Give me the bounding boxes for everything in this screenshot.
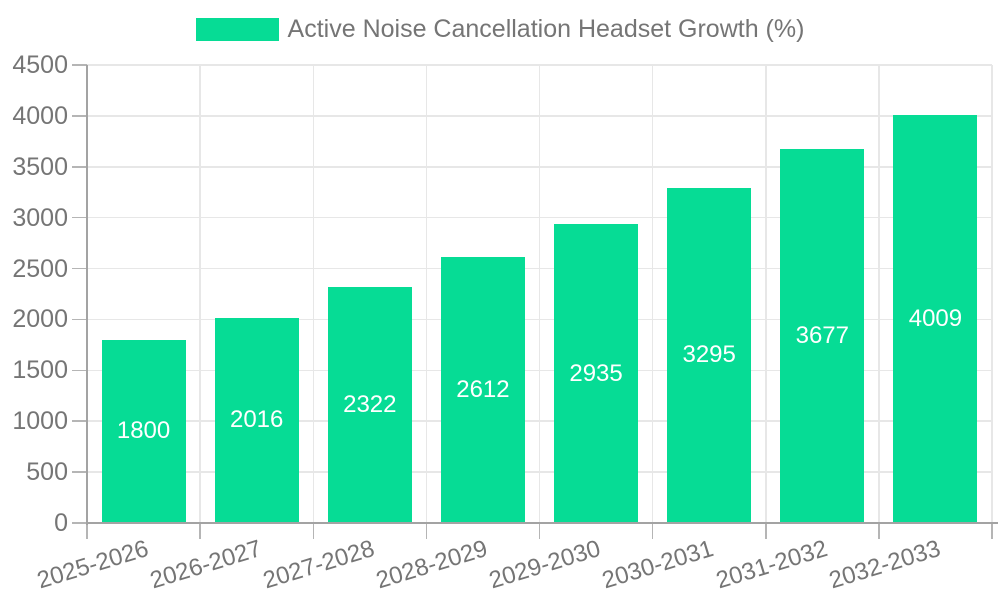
y-axis-tick <box>72 267 87 270</box>
y-tick-label: 1500 <box>12 356 68 385</box>
legend-item[interactable]: Active Noise Cancellation Headset Growth… <box>0 12 1000 46</box>
gridline-vertical <box>651 65 654 523</box>
y-tick-label: 2500 <box>12 254 68 283</box>
y-tick-label: 4000 <box>12 101 68 130</box>
x-axis-tick <box>538 523 541 539</box>
gridline-vertical <box>991 65 993 523</box>
bar[interactable]: 3677 <box>780 148 865 523</box>
bar-value-label: 2612 <box>456 376 510 404</box>
y-axis-tick <box>72 64 87 66</box>
bar[interactable]: 3295 <box>667 187 752 523</box>
x-axis-line <box>86 522 998 524</box>
x-tick-label: 2025-2026 <box>33 535 152 595</box>
x-axis-tick <box>425 523 428 539</box>
bar-value-label: 2935 <box>569 359 623 387</box>
y-tick-label: 4500 <box>12 51 68 79</box>
x-axis-tick <box>651 523 654 539</box>
gridline-vertical <box>199 65 201 523</box>
gridline-vertical <box>878 65 880 523</box>
x-tick-label: 2031-2032 <box>712 535 831 595</box>
legend-label: Active Noise Cancellation Headset Growth… <box>287 14 805 43</box>
bar-value-label: 3295 <box>682 341 736 369</box>
gridline-vertical <box>312 65 314 523</box>
x-tick-label: 2027-2028 <box>260 535 378 595</box>
gridline-vertical <box>538 65 541 523</box>
y-axis-line <box>86 65 88 525</box>
x-axis-tick <box>199 523 201 539</box>
bar[interactable]: 1800 <box>101 339 186 523</box>
x-tick-label: 2026-2027 <box>146 535 265 595</box>
y-axis-tick <box>72 420 87 422</box>
y-tick-label: 500 <box>26 458 68 487</box>
y-tick-label: 3500 <box>12 152 68 181</box>
x-tick-label: 2030-2031 <box>599 535 718 595</box>
bar[interactable]: 2612 <box>440 257 525 523</box>
bar-value-label: 4009 <box>908 304 963 332</box>
x-axis-tick <box>765 523 767 539</box>
bar[interactable]: 2016 <box>214 317 299 523</box>
y-axis-tick <box>72 369 87 372</box>
bar[interactable]: 2935 <box>554 224 639 523</box>
gridline-vertical <box>425 65 428 523</box>
x-tick-label: 2032-2033 <box>825 535 944 595</box>
bar-value-label: 2322 <box>343 390 397 418</box>
x-tick-label: 2029-2030 <box>486 535 604 595</box>
bar[interactable]: 4009 <box>893 114 978 523</box>
x-axis-tick <box>991 523 993 539</box>
y-axis-tick <box>72 166 87 168</box>
x-tick-label: 2028-2029 <box>373 535 491 595</box>
bar[interactable]: 2322 <box>327 286 412 523</box>
y-axis-tick <box>72 471 87 473</box>
bar-value-label: 1800 <box>116 417 171 445</box>
x-axis-tick <box>878 523 880 539</box>
y-axis-tick <box>72 216 87 219</box>
y-tick-label: 2000 <box>12 305 68 334</box>
bar-value-label: 3677 <box>795 321 849 349</box>
y-axis-tick <box>72 522 87 524</box>
y-tick-label: 0 <box>54 509 68 537</box>
legend-swatch <box>195 17 279 41</box>
bar-value-label: 2016 <box>229 406 284 434</box>
x-axis-tick <box>312 523 314 539</box>
y-axis-tick <box>72 115 87 117</box>
gridline-vertical <box>765 65 767 523</box>
y-tick-label: 3000 <box>12 203 68 232</box>
y-axis-tick <box>72 318 87 321</box>
y-tick-label: 1000 <box>12 407 68 436</box>
x-axis-tick <box>86 523 88 539</box>
